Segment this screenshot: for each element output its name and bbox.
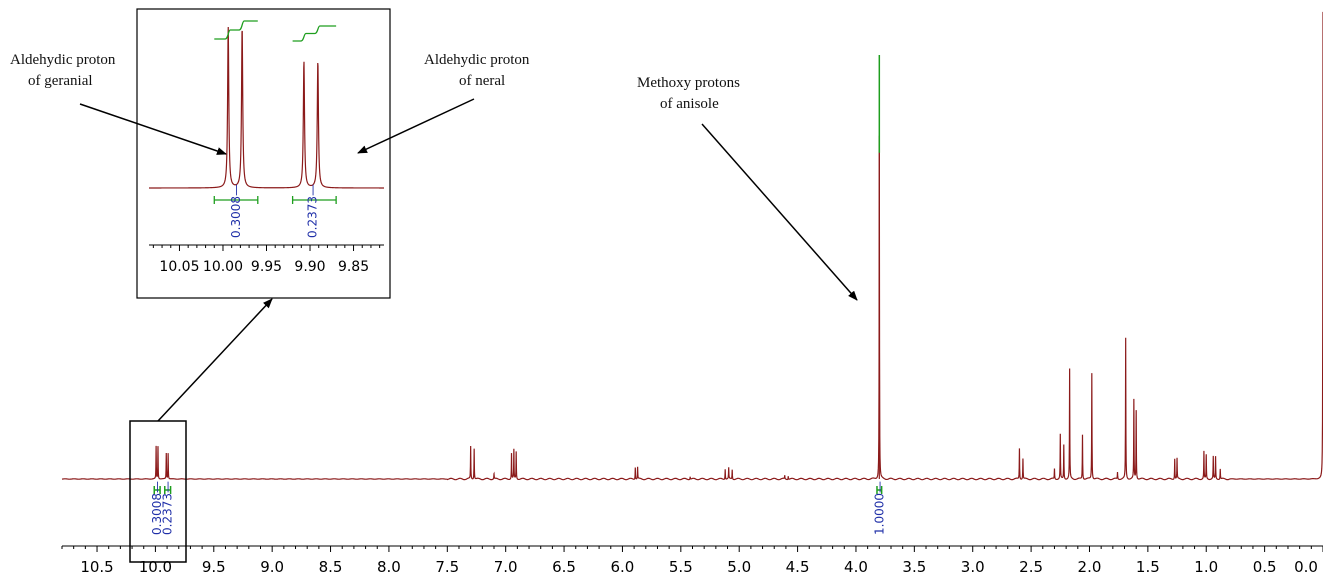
x-tick-label: 0.5 <box>1253 558 1277 576</box>
x-tick-label: 9.5 <box>202 558 226 576</box>
x-axis: 10.5 10.0 9.5 9.0 8.5 8.0 7.5 7.0 6.5 6.0 5.5 5.0 4.… <box>61 545 1323 576</box>
x-tick-label: 7.0 <box>494 558 518 576</box>
inset-x-tick-label: 9.95 <box>251 259 282 275</box>
inset-x-axis: 10.05 10.00 9.95 9.90 9.85 <box>149 244 384 275</box>
x-tick-label: 9.0 <box>260 558 284 576</box>
annotation-anisole: Methoxy protons of anisole <box>637 75 858 301</box>
annotation-geranial-line1: Aldehydic proton <box>10 52 116 68</box>
annotation-geranial-arrow <box>79 103 227 155</box>
integral-marker: 1.0000— <box>872 481 886 535</box>
integral-marker: 0.3008— <box>150 481 164 535</box>
inset-integral-marker: 0.3008— <box>213 184 259 238</box>
spectrum-line <box>61 11 1323 481</box>
inset-integral-curve <box>214 20 258 40</box>
x-tick-label: 4.0 <box>844 558 868 576</box>
x-tick-label: 10.5 <box>80 558 113 576</box>
annotation-anisole-line1: Methoxy protons <box>637 75 740 91</box>
inset-integral-marker: 0.2373— <box>291 184 337 238</box>
x-tick-label: 2.0 <box>1078 558 1102 576</box>
inset-integrals: 0.3008— 0.2373— <box>213 184 337 238</box>
inset-frame <box>136 8 391 299</box>
inset-panel: 0.3008— 0.2373— 10.05 10.00 9.95 9.90 9.85 <box>136 8 391 299</box>
annotation-neral: Aldehydic proton of neral <box>357 52 530 154</box>
x-tick-label: 6.5 <box>552 558 576 576</box>
x-tick-label: 10.0 <box>139 558 172 576</box>
x-tick-label: 2.5 <box>1019 558 1043 576</box>
integral-label: 1.0000— <box>872 481 886 535</box>
inset-x-tick-label: 10.00 <box>203 259 243 275</box>
x-tick-label: 3.0 <box>961 558 985 576</box>
inset-integral-label: 0.3008— <box>229 184 243 238</box>
x-tick-label: 5.0 <box>727 558 751 576</box>
inset-spectrum-line <box>149 26 384 189</box>
x-tick-label: 1.0 <box>1194 558 1218 576</box>
x-tick-label: 8.5 <box>319 558 343 576</box>
annotation-neral-arrow <box>357 98 475 154</box>
main-spectrum-group <box>61 11 1323 481</box>
inset-integral-label: 0.2373— <box>306 184 320 238</box>
integral-marker: 0.2373— <box>160 481 174 535</box>
x-tick-label: 7.5 <box>435 558 459 576</box>
annotation-neral-line1: Aldehydic proton <box>424 52 530 68</box>
annotation-anisole-arrow <box>701 123 858 301</box>
x-tick-label: 3.5 <box>902 558 926 576</box>
x-tick-label: 5.5 <box>669 558 693 576</box>
integral-label: 0.2373— <box>160 481 174 535</box>
integral-label: 0.3008— <box>150 481 164 535</box>
inset-x-tick-label: 9.90 <box>294 259 325 275</box>
annotation-neral-line2: of neral <box>459 73 505 89</box>
x-tick-label: 4.5 <box>786 558 810 576</box>
inset-integral-curve <box>292 25 337 42</box>
x-tick-label: 0.0 <box>1294 558 1318 576</box>
inset-x-tick-label: 10.05 <box>159 259 199 275</box>
x-tick-label: 8.0 <box>377 558 401 576</box>
x-tick-label: 6.0 <box>611 558 635 576</box>
x-tick-label: 1.5 <box>1136 558 1160 576</box>
main-integrals: 0.3008—0.2373— 1.0000— <box>150 481 886 535</box>
annotation-geranial-line2: of geranial <box>28 73 93 89</box>
peak-marks <box>878 55 881 479</box>
annotation-geranial: Aldehydic proton of geranial <box>10 52 227 155</box>
inset-x-tick-label: 9.85 <box>338 259 369 275</box>
inset-integral-curves <box>214 20 337 42</box>
zoom-arrow <box>157 298 273 422</box>
annotation-anisole-line2: of anisole <box>660 96 719 112</box>
